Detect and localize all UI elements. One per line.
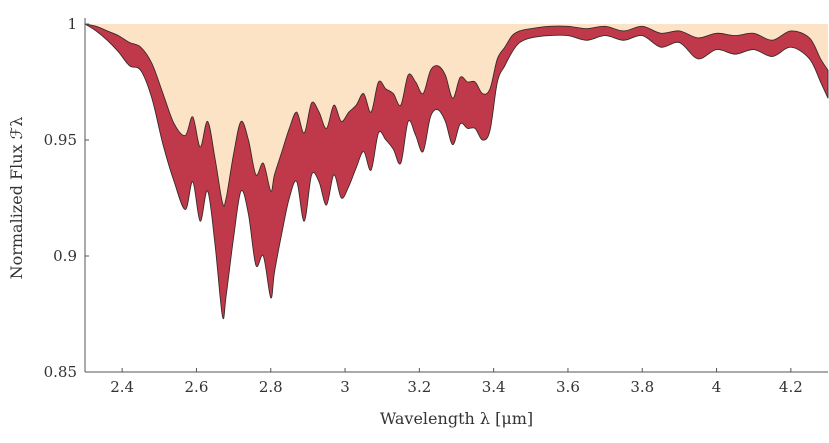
- x-tick-label: 3.6: [556, 378, 580, 396]
- x-ticks: 2.4 2.6 2.8 3 3.2 3.4 3.6 3.8 4 4.2: [110, 368, 803, 396]
- x-tick-label: 4.2: [779, 378, 803, 396]
- fill-layer: [85, 24, 828, 207]
- x-tick-label: 3.8: [630, 378, 654, 396]
- area-above-band: [85, 24, 828, 207]
- axis-layer: [84, 18, 828, 373]
- band-layer: [84, 23, 829, 319]
- y-tick-label: 0.9: [53, 247, 77, 265]
- y-axis-label: Normalized Flux ℱλ: [7, 117, 26, 280]
- x-tick-label: 3: [340, 378, 350, 396]
- x-tick-label: 2.6: [185, 378, 209, 396]
- x-tick-label: 2.4: [110, 378, 134, 396]
- x-tick-label: 3.4: [482, 378, 506, 396]
- flux-band: [84, 23, 829, 319]
- x-tick-label: 2.8: [259, 378, 283, 396]
- x-tick-label: 4: [712, 378, 722, 396]
- y-tick-label: 1: [67, 15, 77, 33]
- y-tick-label: 0.85: [44, 363, 77, 381]
- y-ticks: 0.85 0.9 0.95 1: [44, 15, 89, 381]
- x-axis-label: Wavelength λ [μm]: [380, 409, 533, 428]
- x-tick-label: 3.2: [407, 378, 431, 396]
- y-tick-label: 0.95: [44, 131, 77, 149]
